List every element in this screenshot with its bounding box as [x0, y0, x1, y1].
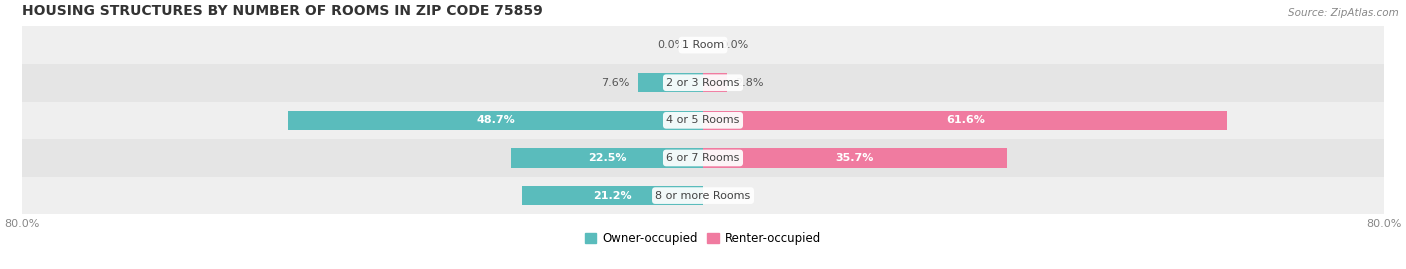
- Bar: [22, 177, 1384, 214]
- Bar: [512, 148, 703, 168]
- Bar: [22, 26, 1384, 64]
- Text: 7.6%: 7.6%: [602, 78, 630, 88]
- Bar: [703, 148, 1007, 168]
- Text: 61.6%: 61.6%: [946, 115, 984, 125]
- Text: 48.7%: 48.7%: [477, 115, 515, 125]
- Legend: Owner-occupied, Renter-occupied: Owner-occupied, Renter-occupied: [579, 228, 827, 250]
- Text: 1 Room: 1 Room: [682, 40, 724, 50]
- Text: 0.0%: 0.0%: [720, 191, 748, 201]
- Text: HOUSING STRUCTURES BY NUMBER OF ROOMS IN ZIP CODE 75859: HOUSING STRUCTURES BY NUMBER OF ROOMS IN…: [22, 4, 543, 18]
- Bar: [703, 111, 1227, 130]
- Bar: [288, 111, 703, 130]
- Text: Source: ZipAtlas.com: Source: ZipAtlas.com: [1288, 8, 1399, 18]
- Bar: [523, 186, 703, 205]
- Text: 0.0%: 0.0%: [658, 40, 686, 50]
- Text: 35.7%: 35.7%: [835, 153, 875, 163]
- Text: 21.2%: 21.2%: [593, 191, 633, 201]
- Bar: [22, 139, 1384, 177]
- Text: 2 or 3 Rooms: 2 or 3 Rooms: [666, 78, 740, 88]
- Bar: [22, 64, 1384, 101]
- Text: 6 or 7 Rooms: 6 or 7 Rooms: [666, 153, 740, 163]
- Bar: [638, 73, 703, 93]
- Bar: [703, 73, 727, 93]
- Text: 4 or 5 Rooms: 4 or 5 Rooms: [666, 115, 740, 125]
- Text: 8 or more Rooms: 8 or more Rooms: [655, 191, 751, 201]
- Text: 0.0%: 0.0%: [720, 40, 748, 50]
- Text: 22.5%: 22.5%: [588, 153, 627, 163]
- Bar: [22, 101, 1384, 139]
- Text: 2.8%: 2.8%: [735, 78, 763, 88]
